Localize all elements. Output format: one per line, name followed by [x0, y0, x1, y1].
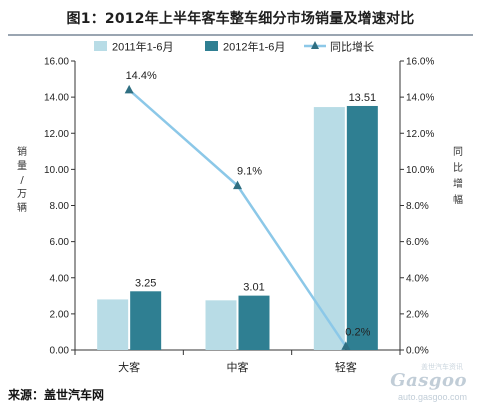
legend-swatch-2011 — [94, 41, 107, 51]
chart-title: 图1：2012年上半年客车整车细分市场销量及增速对比 — [66, 11, 415, 27]
watermark-url: auto.gasgoo.com — [397, 392, 467, 402]
y2-tick-label: 12.0% — [406, 129, 434, 140]
bar-2012 — [130, 291, 162, 350]
bar-2011 — [313, 107, 345, 350]
legend-marker-growth — [311, 41, 319, 49]
bar-2012 — [238, 295, 270, 350]
title-divider — [8, 34, 473, 36]
watermark-brand: Gasgoo — [390, 370, 467, 391]
bar-2011 — [97, 299, 129, 350]
y-tick-label: 16.00 — [44, 57, 69, 68]
y2-tick-label: 2.0% — [406, 309, 429, 320]
growth-marker — [341, 341, 351, 350]
y-tick-label: 4.00 — [50, 273, 70, 284]
bar-2012 — [346, 105, 378, 351]
y-axis-title-char: 辆 — [17, 201, 27, 214]
growth-value-label: 9.1% — [237, 166, 262, 178]
watermark-tag: 盖世汽车资讯 — [421, 364, 463, 371]
x-tick-label: 大客 — [118, 360, 140, 374]
y2-axis-title-char: 增 — [453, 177, 463, 190]
y2-tick-label: 8.0% — [406, 201, 429, 212]
growth-value-label: 0.2% — [345, 326, 370, 338]
growth-marker — [233, 180, 242, 190]
growth-value-label: 14.4% — [126, 70, 157, 82]
title-area: 图1：2012年上半年客车整车细分市场销量及增速对比 — [0, 0, 481, 38]
x-tick-label: 中客 — [227, 360, 249, 374]
y2-axis-title-char: 幅 — [453, 193, 463, 206]
y-axis-title-char: 销 — [17, 145, 27, 158]
source-note: 来源：盖世汽车网 — [8, 388, 105, 402]
legend-label-2011: 2011年1-6月 — [112, 40, 174, 54]
y-axis-title-char: / — [20, 175, 24, 186]
y-axis-title-char: 万 — [17, 189, 27, 200]
x-tick-label: 轻客 — [335, 360, 357, 374]
bar-value-label: 3.25 — [135, 277, 156, 289]
y-tick-label: 0.00 — [50, 346, 70, 357]
y-tick-label: 2.00 — [50, 309, 70, 320]
y2-tick-label: 14.0% — [406, 93, 434, 104]
y2-tick-label: 0.0% — [406, 346, 429, 357]
legend-label-2012: 2012年1-6月 — [223, 40, 285, 54]
y2-tick-label: 16.0% — [406, 57, 434, 68]
y-tick-label: 10.00 — [44, 165, 69, 176]
y2-axis-title-char: 同 — [453, 146, 463, 158]
y-tick-label: 14.00 — [44, 93, 69, 104]
y2-axis-title-char: 比 — [453, 162, 463, 174]
bar-value-label: 13.51 — [349, 92, 377, 104]
bar-value-label: 3.01 — [243, 282, 264, 294]
y-tick-label: 12.00 — [44, 129, 69, 140]
y2-tick-label: 6.0% — [406, 237, 429, 248]
growth-marker — [124, 84, 134, 94]
gasgoo-logo: 盖世汽车资讯 Gasgoo auto.gasgoo.com — [373, 362, 469, 404]
y2-tick-label: 10.0% — [406, 165, 434, 176]
y-tick-label: 6.00 — [50, 237, 70, 248]
legend-swatch-2012 — [205, 41, 218, 51]
legend-label-growth: 同比增长 — [330, 40, 374, 54]
y-tick-label: 8.00 — [50, 201, 70, 212]
growth-line — [128, 88, 347, 348]
y2-tick-label: 4.0% — [406, 273, 429, 284]
bar-2011 — [205, 300, 237, 350]
y-axis-title-char: 量 — [17, 160, 27, 172]
